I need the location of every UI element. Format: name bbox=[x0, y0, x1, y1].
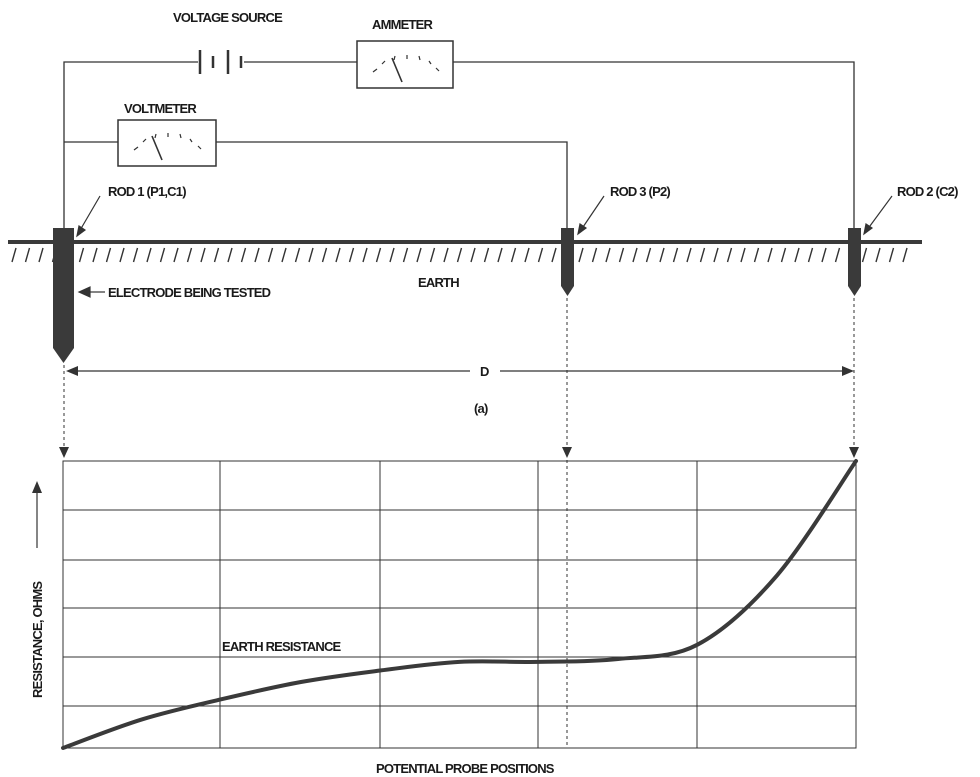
rod-3-label: ROD 3 (P2) bbox=[610, 184, 670, 199]
y-axis-label: RESISTANCE, OHMS bbox=[30, 581, 45, 698]
subfigure-label: (a) bbox=[474, 401, 488, 416]
current-wire bbox=[63, 61, 855, 228]
ground: EARTH bbox=[8, 240, 922, 290]
projection-lines bbox=[59, 298, 859, 748]
rod-1 bbox=[53, 228, 74, 363]
rods: ROD 1 (P1,C1) ROD 3 (P2) ROD 2 (C2) ELEC… bbox=[53, 184, 959, 363]
chart-grid bbox=[63, 461, 856, 748]
rod-3 bbox=[561, 228, 574, 296]
x-axis-label: POTENTIAL PROBE POSITIONS bbox=[376, 761, 555, 776]
distance-label: D bbox=[480, 364, 489, 379]
resistance-chart: EARTH RESISTANCE RESISTANCE, OHMS POTENT… bbox=[30, 459, 858, 776]
earth-resistance-series-line bbox=[61, 459, 858, 750]
ammeter-label: AMMETER bbox=[372, 17, 434, 32]
rod-2 bbox=[848, 228, 861, 296]
voltmeter-label: VOLTMETER bbox=[124, 101, 197, 116]
y-axis-arrow bbox=[32, 481, 42, 548]
ammeter-icon bbox=[356, 40, 454, 89]
voltage-source-label: VOLTAGE SOURCE bbox=[173, 10, 283, 25]
rod-1-label: ROD 1 (P1,C1) bbox=[108, 184, 186, 199]
ground-hatching bbox=[11, 247, 908, 263]
electrode-label: ELECTRODE BEING TESTED bbox=[108, 285, 271, 300]
distance-dimension: D (a) bbox=[66, 364, 854, 416]
battery-icon bbox=[198, 50, 243, 74]
curve-label: EARTH RESISTANCE bbox=[222, 639, 342, 654]
potential-wire bbox=[64, 141, 568, 228]
voltmeter-icon bbox=[117, 119, 217, 167]
circuit: VOLTAGE SOURCE AMMETER bbox=[63, 10, 855, 228]
earth-label: EARTH bbox=[418, 275, 459, 290]
chart-frame bbox=[62, 460, 857, 749]
rod-2-label: ROD 2 (C2) bbox=[897, 184, 958, 199]
